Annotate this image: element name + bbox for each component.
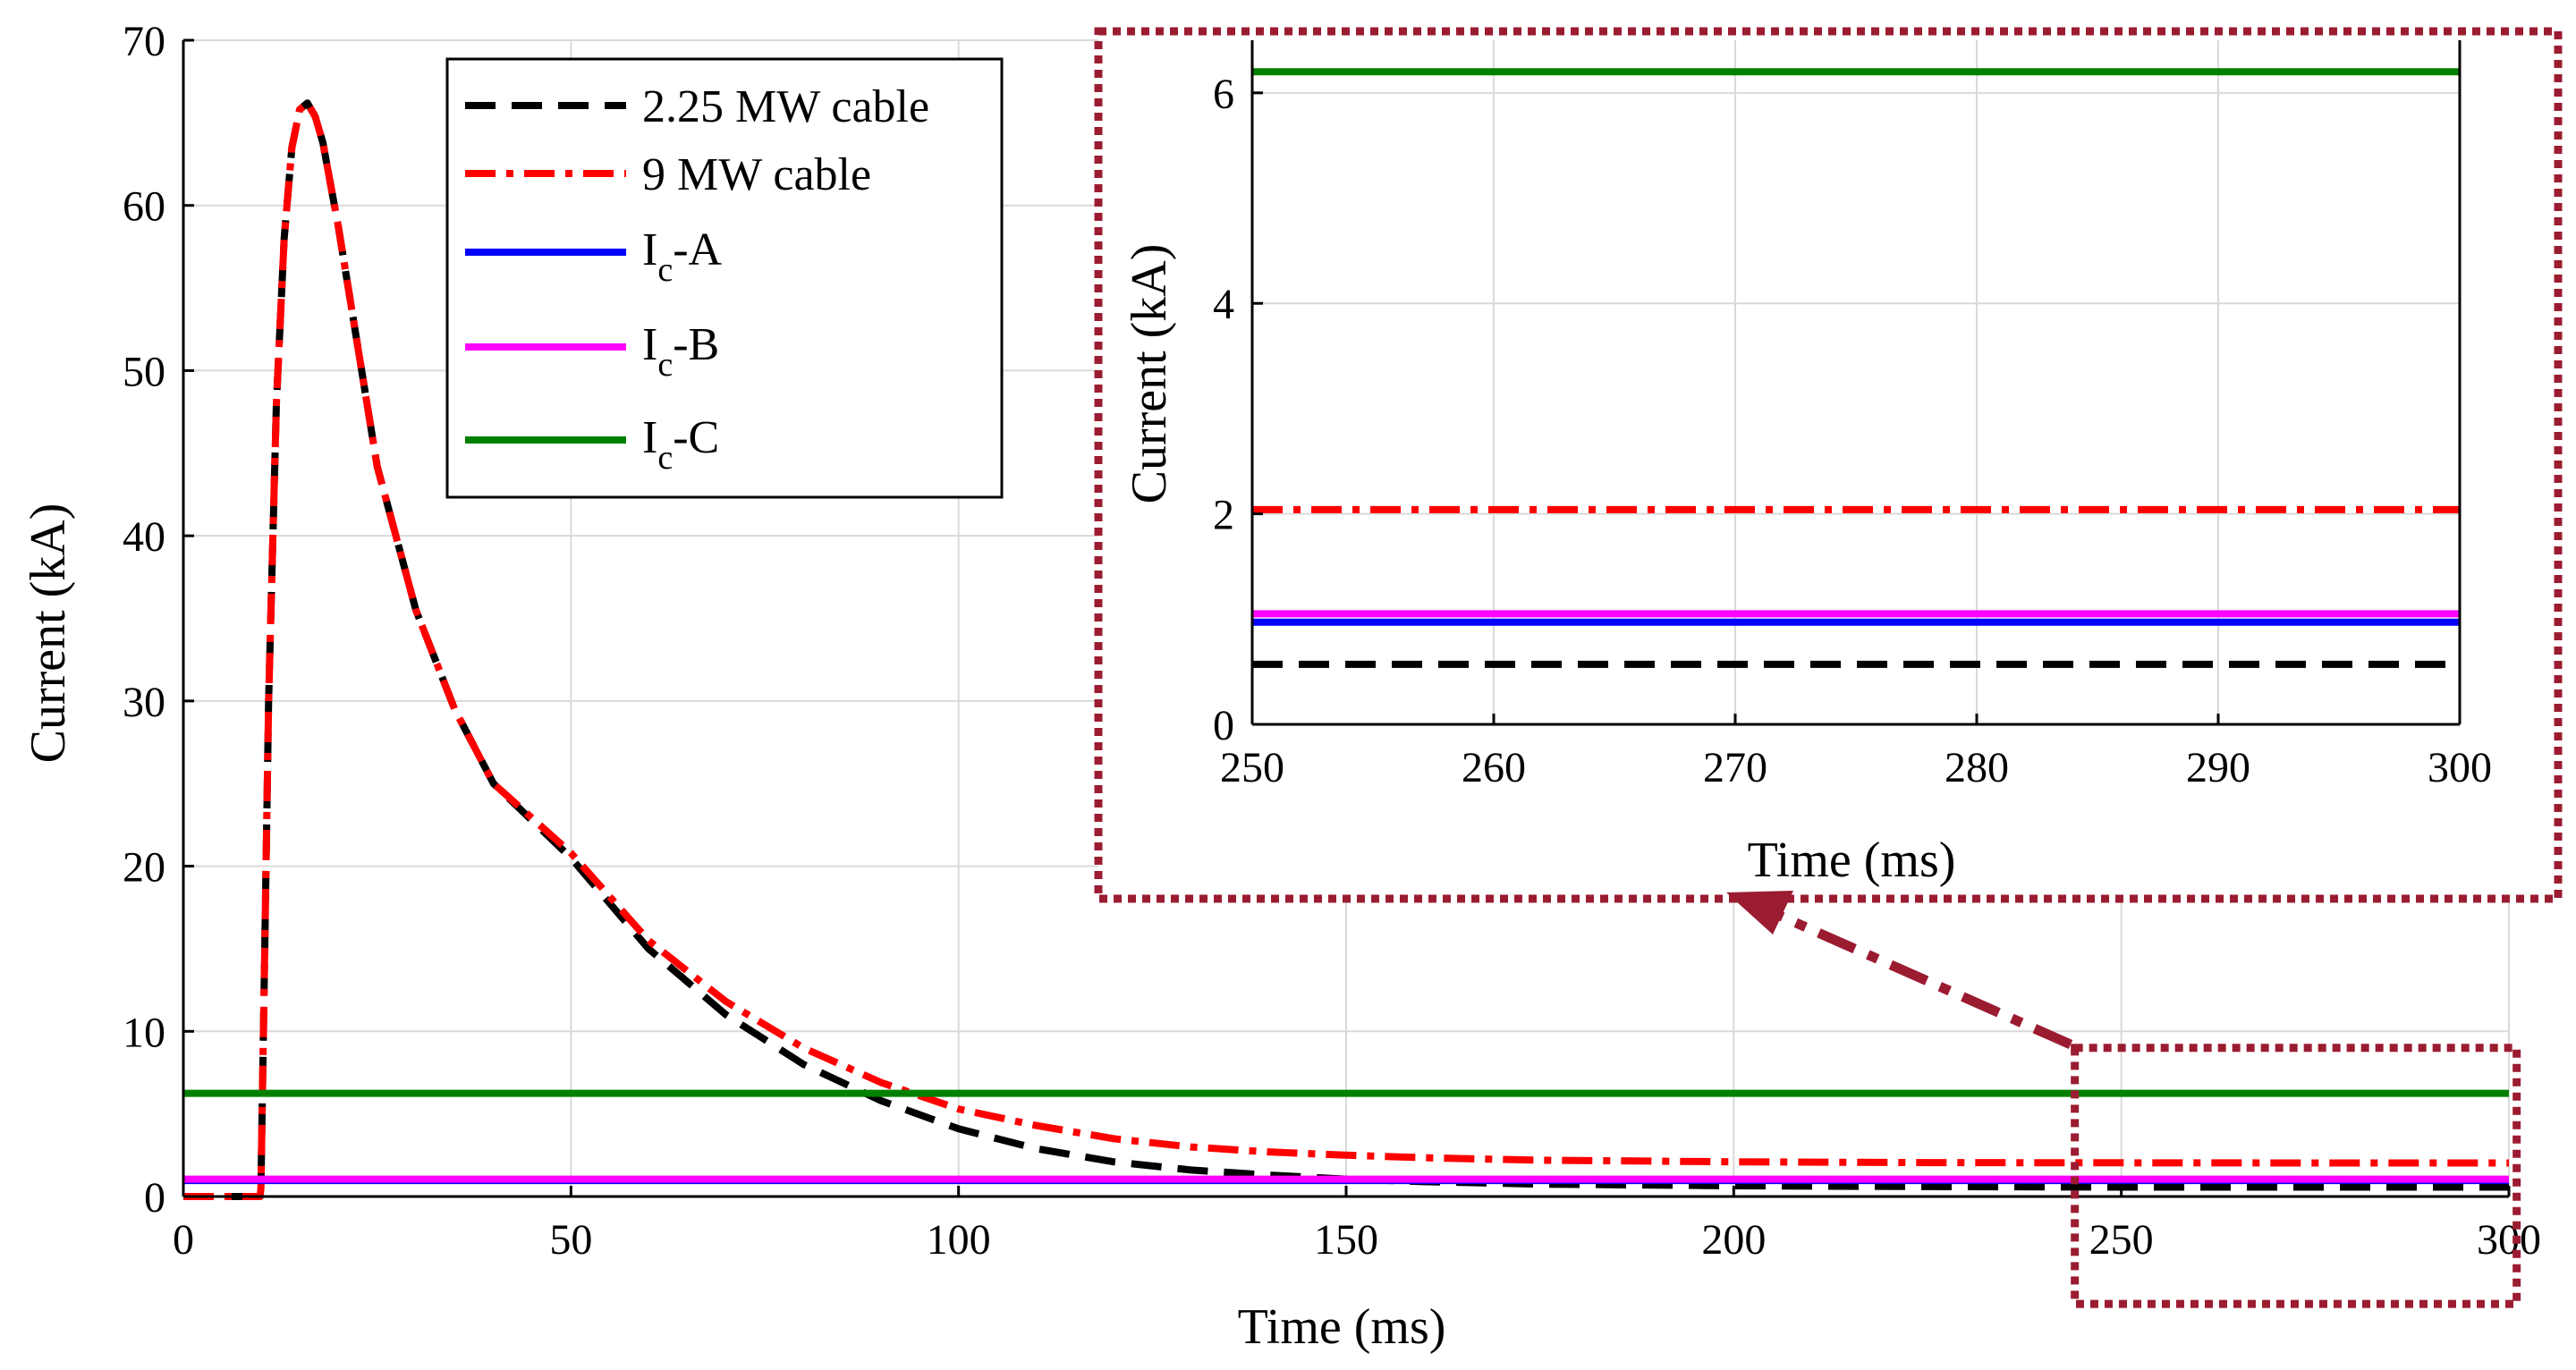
- zoom-source-box: [2071, 1044, 2521, 1308]
- inset-series: [1252, 68, 2460, 668]
- inset-frame: [1094, 27, 2563, 903]
- main-y-tick-60: 60: [123, 183, 165, 231]
- legend-label-9mw: 9 MW cable: [642, 149, 871, 200]
- main-x-tick-200: 200: [1701, 1216, 1766, 1264]
- inset-x-tick-290: 290: [2186, 744, 2250, 791]
- zoom-arrow-line: [1777, 910, 2073, 1050]
- main-y-tick-0: 0: [144, 1174, 165, 1222]
- legend-label-ic-c: Ic-C: [642, 412, 719, 477]
- inset-x-tick-270: 270: [1703, 744, 1767, 791]
- inset-x-tick-250: 250: [1220, 744, 1284, 791]
- main-x-tick-300: 300: [2477, 1216, 2541, 1264]
- main-x-tick-100: 100: [927, 1216, 991, 1264]
- main-y-tick-30: 30: [123, 679, 165, 726]
- legend-box: [445, 57, 1004, 499]
- main-x-tick-150: 150: [1314, 1216, 1378, 1264]
- main-y-tick-40: 40: [123, 513, 165, 561]
- main-y-tick-70: 70: [123, 18, 165, 65]
- inset-x-tick-300: 300: [2428, 744, 2492, 791]
- main-series: [183, 99, 2509, 1200]
- inset-plot: 250 260 270 280 290 300 0 2 4 6 Time (ms) Current…: [1122, 40, 2492, 888]
- main-x-tick-250: 250: [2089, 1216, 2154, 1264]
- inset-axes: 250 260 270 280 290 300 0 2 4 6: [1213, 40, 2492, 791]
- main-y-tick-50: 50: [123, 348, 165, 395]
- main-x-axis-label: Time (ms): [1238, 1299, 1446, 1355]
- inset-y-tick-6: 6: [1213, 71, 1234, 118]
- inset-y-tick-2: 2: [1213, 492, 1234, 539]
- inset-x-tick-280: 280: [1945, 744, 2009, 791]
- legend-label-2.25mw: 2.25 MW cable: [642, 81, 929, 132]
- zoom-arrow-head: [1726, 891, 1793, 934]
- legend-label-ic-b: Ic-B: [642, 319, 719, 384]
- legend-label-ic-a: Ic-A: [642, 224, 723, 289]
- inset-y-axis-label: Current (kA): [1122, 244, 1177, 504]
- inset-x-axis-label: Time (ms): [1748, 833, 1956, 888]
- inset-y-tick-4: 4: [1213, 281, 1234, 328]
- main-x-tick-50: 50: [549, 1216, 592, 1264]
- inset-y-tick-0: 0: [1213, 702, 1234, 749]
- zoom-annotation: [1094, 27, 2563, 1308]
- main-y-tick-10: 10: [123, 1009, 165, 1056]
- main-y-tick-20: 20: [123, 844, 165, 892]
- legend: 2.25 MW cable 9 MW cable Ic-A Ic-B Ic-C: [445, 57, 1004, 499]
- main-y-axis-label: Current (kA): [21, 503, 76, 764]
- main-x-tick-0: 0: [173, 1216, 194, 1264]
- inset-x-tick-260: 260: [1462, 744, 1526, 791]
- main-series-9-mw-cable: [183, 99, 2509, 1200]
